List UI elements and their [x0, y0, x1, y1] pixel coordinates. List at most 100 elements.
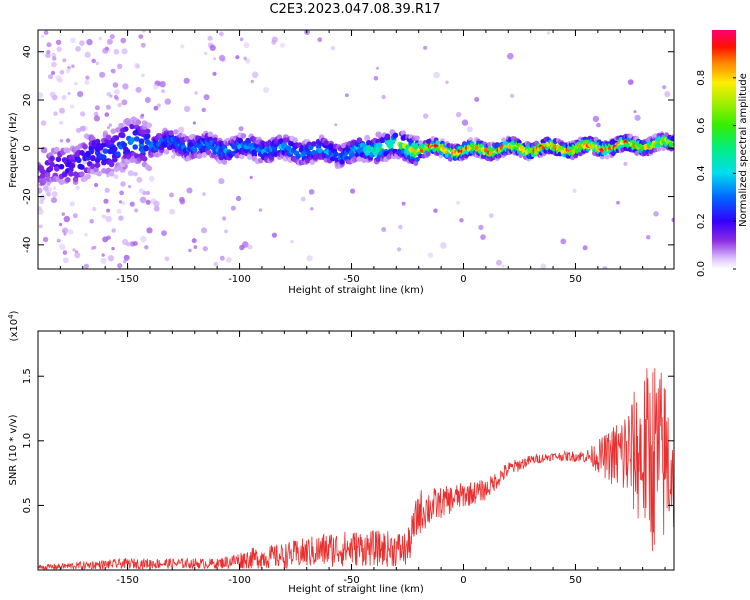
- spectrogram-cell: [107, 255, 114, 262]
- spectrogram-cell: [339, 159, 345, 165]
- spectrogram-cell: [323, 140, 330, 146]
- spectrogram-cell: [203, 94, 210, 101]
- spectrogram-cell: [415, 135, 420, 141]
- spectrogram-cell: [69, 104, 75, 109]
- spectrogram-cell: [106, 173, 110, 178]
- spectrogram-cell: [80, 111, 86, 117]
- x-tick-label: -50: [343, 575, 359, 586]
- spectrogram-cell: [171, 154, 176, 159]
- spectrogram-cell: [79, 164, 85, 170]
- spectrogram-cell: [456, 200, 461, 205]
- spectrogram-cell: [128, 184, 132, 189]
- spectrogram-cell: [209, 44, 216, 52]
- spectrogram-cell: [118, 215, 124, 221]
- spectrogram-cell: [107, 126, 110, 130]
- spectrogram-cell: [49, 161, 55, 168]
- spectrogram-cell: [415, 157, 420, 162]
- spectrogram-cell: [330, 46, 335, 51]
- spectrogram-cell: [113, 48, 120, 55]
- spectrogram-cell: [106, 208, 111, 213]
- spectrogram-cell: [105, 134, 112, 141]
- spectrogram-cell: [193, 245, 198, 250]
- spectrogram-cell: [134, 136, 140, 142]
- spectrogram-cell: [546, 31, 551, 35]
- spectrogram-cell: [108, 123, 113, 127]
- spectrogram-cell: [93, 111, 99, 117]
- spectrogram-cell: [161, 89, 166, 93]
- spectrogram-cell: [188, 248, 192, 253]
- spectrogram-cell: [435, 140, 441, 146]
- spectrogram-cell: [67, 65, 71, 70]
- spectrogram-cell: [82, 143, 88, 150]
- spectrogram-cell: [94, 162, 101, 168]
- spectrogram-cell: [381, 227, 387, 232]
- spectrogram-cell: [603, 150, 608, 156]
- spectrogram-cell: [96, 170, 102, 177]
- spectrogram-cell: [140, 113, 145, 117]
- spectrogram-cell: [203, 51, 208, 56]
- spectrogram-cell: [90, 155, 96, 161]
- spectrogram-cell: [364, 134, 371, 141]
- spectrogram-cell: [61, 227, 69, 234]
- spectrogram-cell: [111, 246, 115, 251]
- snr-panel: -150 -100 -50 0 50 0.5 1.0 1.5 Height of strai…: [7, 310, 675, 595]
- spectrogram-cell: [121, 142, 127, 148]
- spectrogram-cell: [164, 98, 171, 105]
- spectrogram-cell: [108, 161, 115, 168]
- spectrogram-cell: [317, 37, 323, 43]
- spectrogram-cell: [243, 56, 247, 61]
- spectrogram-cell: [164, 256, 170, 262]
- spectrogram-cell: [221, 216, 227, 221]
- spectrogram-cell: [121, 201, 125, 205]
- spectrogram-cell: [40, 34, 44, 38]
- spectrogram-cell: [55, 74, 62, 82]
- spectrogram-cell: [226, 257, 232, 263]
- spectrogram-cell: [501, 137, 506, 143]
- spectrogram-cell: [213, 57, 217, 61]
- spectrogram-cell: [279, 42, 285, 48]
- spectrogram-cell: [69, 201, 75, 207]
- spectrogram-cell: [94, 105, 100, 111]
- spectrogram-cell: [127, 170, 134, 177]
- spectrogram-cell: [61, 94, 67, 101]
- spectrogram-cell: [51, 191, 58, 198]
- spectrogram-cell: [138, 188, 144, 194]
- spectrogram-cell: [102, 47, 109, 54]
- spectrogram-cell: [112, 157, 118, 163]
- x-tick-label: 50: [569, 274, 582, 285]
- spectrogram-cell: [159, 81, 166, 88]
- spectrogram-cell: [42, 236, 49, 243]
- colorbar-label: Normalized spectral amplitude: [738, 73, 749, 227]
- spectrogram-cell: [62, 58, 67, 63]
- spectrogram-cell: [466, 126, 473, 133]
- spectrogram-cell: [141, 73, 145, 78]
- spectrogram-cell: [540, 263, 546, 269]
- spectrogram-cell: [93, 166, 99, 173]
- x-tick-label: -150: [116, 274, 139, 285]
- spectrogram-cell: [356, 156, 363, 162]
- spectrogram-cell: [83, 263, 89, 269]
- spectrogram-cell: [413, 160, 419, 166]
- spectrogram-cell: [38, 224, 43, 229]
- spectrogram-cell: [129, 137, 135, 143]
- spectrogram-cell: [373, 76, 379, 81]
- colorbar-tick-label: 0.4: [696, 165, 707, 181]
- spectrogram-cell: [102, 148, 109, 154]
- spectrogram-heatmap: [38, 30, 674, 269]
- spectrogram-cell: [333, 151, 339, 157]
- snr-y-ticks: 0.5 1.0 1.5: [22, 368, 674, 513]
- spectrogram-cell: [656, 146, 662, 152]
- colorbar-ticks: 0.0 0.2 0.4 0.6 0.8: [696, 70, 736, 277]
- spectrogram-cell: [145, 190, 151, 196]
- spectrogram-cell: [59, 69, 65, 75]
- spectrogram-cell: [101, 154, 107, 160]
- spectrogram-cell: [218, 178, 225, 185]
- spectrogram-cell: [134, 208, 139, 213]
- spectrogram-cell: [474, 97, 480, 102]
- spectrogram-cell: [507, 52, 514, 60]
- spectrogram-cell: [602, 266, 608, 269]
- snr-xlabel: Height of straight line (km): [288, 584, 424, 595]
- spectrogram-cell: [148, 175, 155, 182]
- spectrogram-cell: [121, 99, 128, 106]
- spectrogram-cell: [59, 222, 63, 227]
